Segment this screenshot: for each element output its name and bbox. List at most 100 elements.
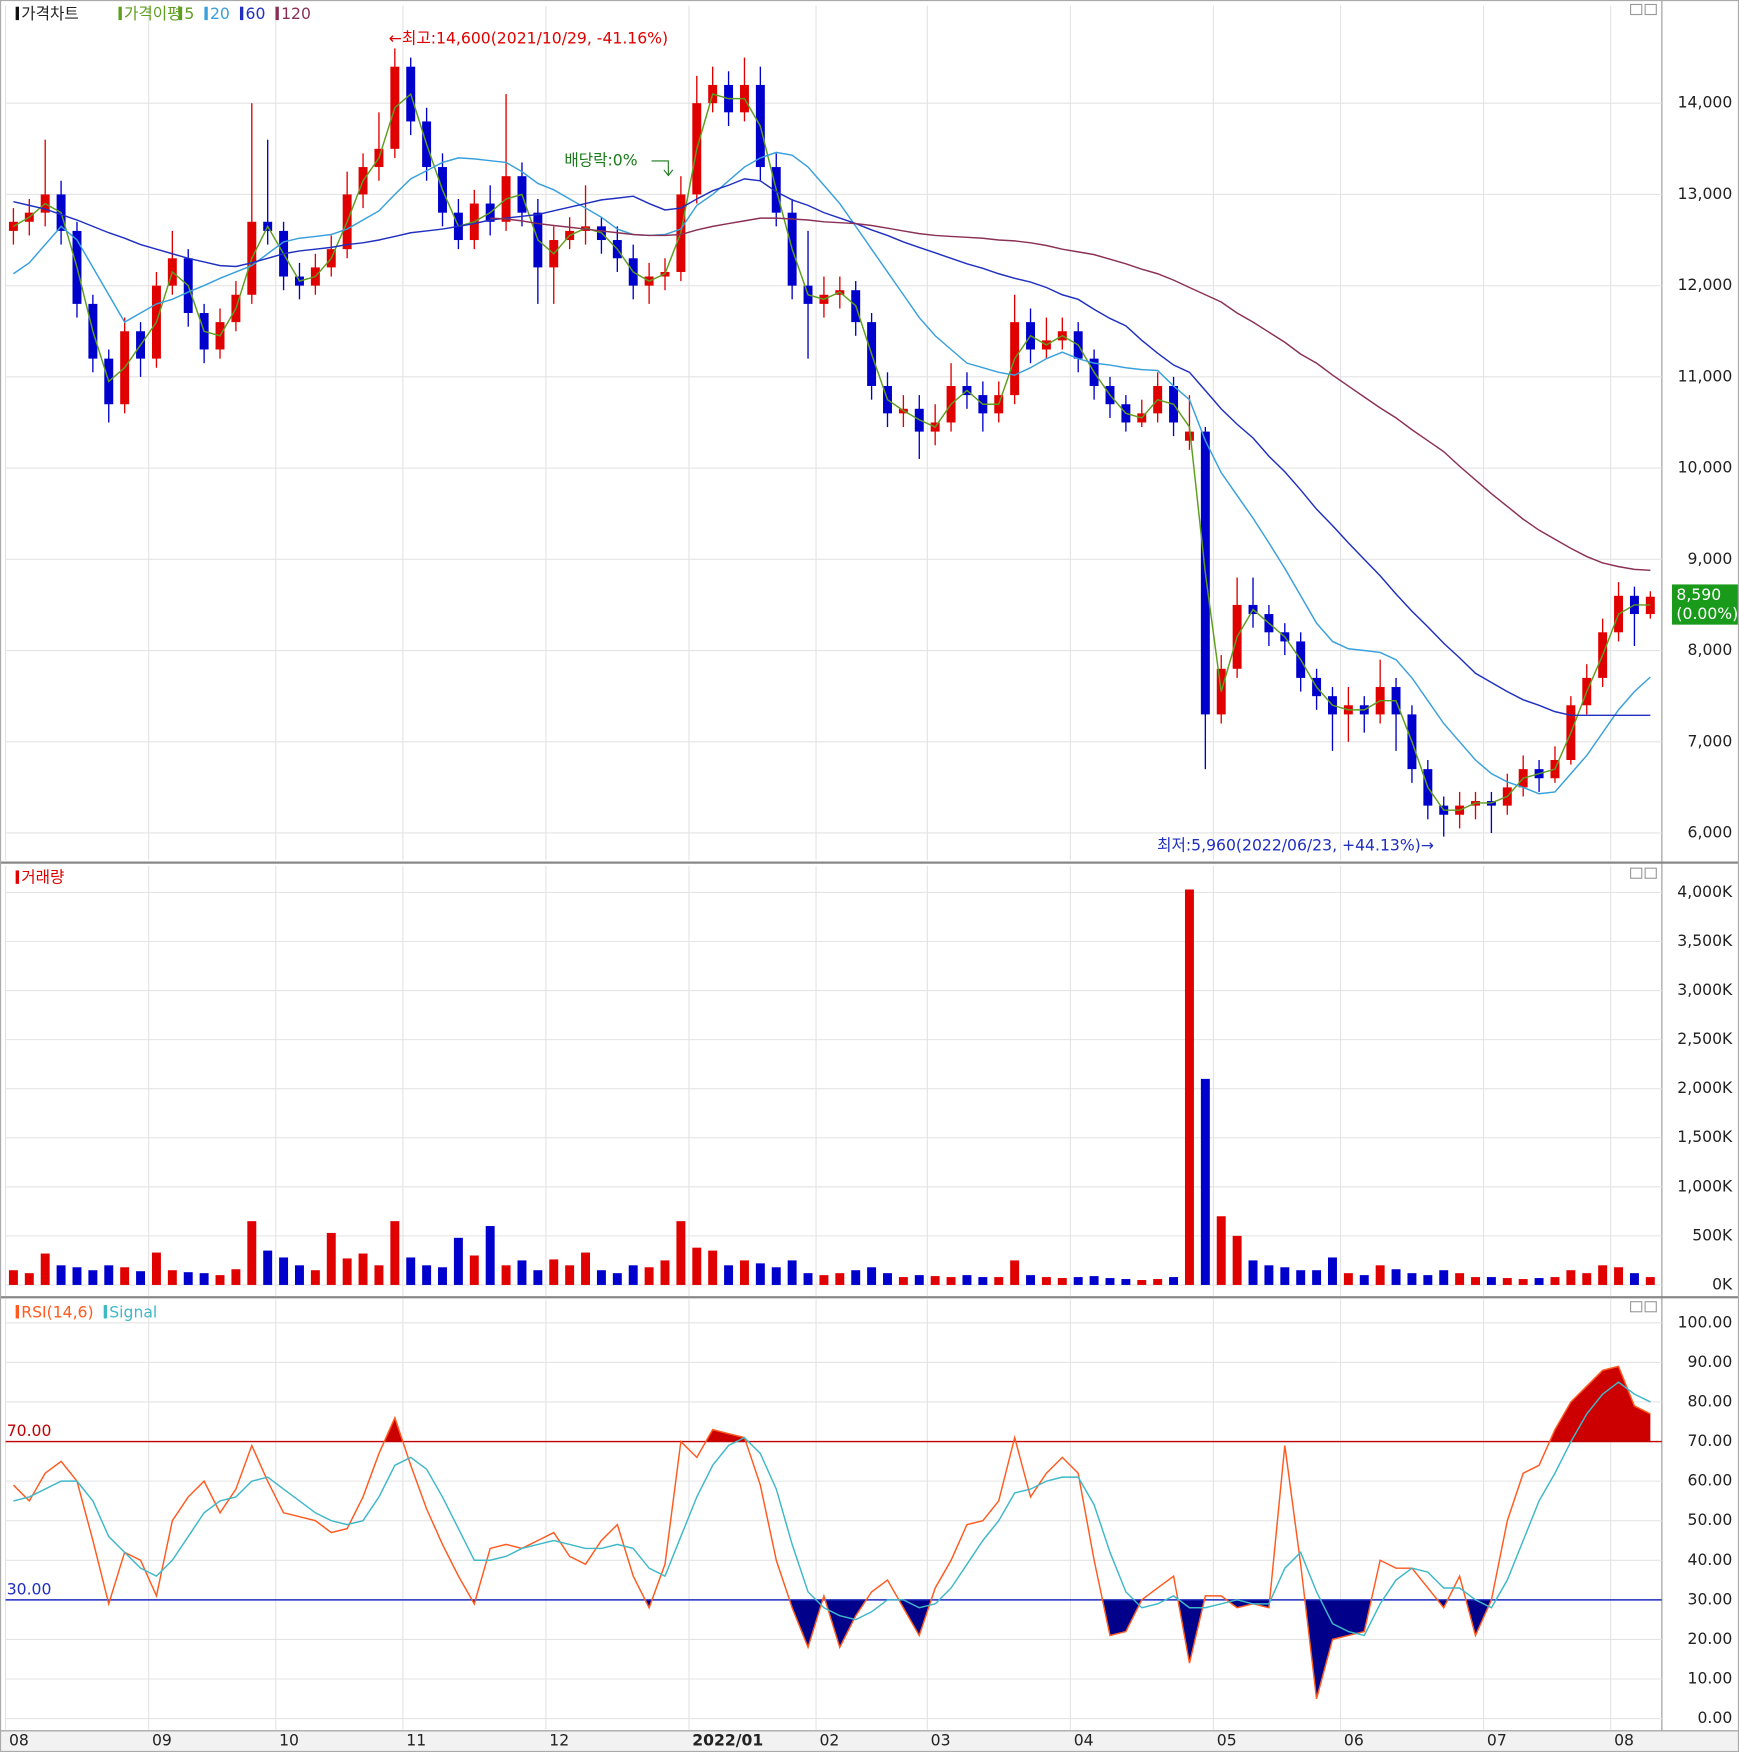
volume-bar [1518, 1279, 1528, 1285]
minimize-button[interactable] [1630, 867, 1643, 879]
volume-bar [72, 1267, 82, 1285]
close-button[interactable] [1644, 3, 1657, 16]
volume-bar [1471, 1277, 1480, 1285]
volume-bar [183, 1272, 193, 1285]
y-tick-label: 500K [1692, 1225, 1733, 1244]
volume-bar [533, 1270, 543, 1285]
volume-bar [40, 1253, 50, 1285]
minimize-button[interactable] [1630, 3, 1643, 16]
volume-bar [1105, 1278, 1115, 1285]
x-tick-label: 05 [1217, 1730, 1237, 1749]
volume-bar [1359, 1275, 1369, 1285]
volume-bar [644, 1267, 654, 1285]
y-tick-label: 90.00 [1688, 1352, 1733, 1371]
volume-bar [581, 1252, 591, 1285]
legend-marker [239, 6, 244, 21]
volume-bar [104, 1265, 114, 1285]
x-tick-label: 08 [9, 1730, 29, 1749]
y-tick-label: 40.00 [1688, 1550, 1733, 1569]
y-tick-label: 2,000K [1677, 1078, 1733, 1097]
panel-buttons [1630, 3, 1657, 1313]
volume-bar [120, 1267, 130, 1285]
volume-bar [485, 1226, 495, 1285]
volume-bar [787, 1260, 797, 1285]
annotation: 최저:5,960(2022/06/23, +44.13%)→ [1157, 835, 1434, 854]
x-tick-label: 2022/01 [692, 1730, 763, 1749]
close-button[interactable] [1644, 1301, 1657, 1313]
close-button[interactable] [1644, 867, 1657, 879]
volume-bar [978, 1277, 988, 1285]
volume-bar [310, 1270, 320, 1285]
panel-headers: 가격차트 가격이평 거래량 5 20 60 120 RSI(14,6) Signal [15, 4, 311, 1321]
legend-marker [275, 6, 279, 21]
volume-bar [883, 1273, 892, 1285]
volume-bar [1582, 1273, 1592, 1285]
y-tick-label: 13,000 [1678, 184, 1733, 203]
x-tick-label: 08 [1614, 1730, 1634, 1749]
volume-bar [1089, 1276, 1099, 1285]
moving-average-line [13, 92, 1651, 811]
y-tick-label: 3,500K [1677, 931, 1733, 950]
volume-bar [390, 1221, 400, 1285]
x-axis-band [0, 1730, 1739, 1752]
minimize-button[interactable] [1630, 1301, 1643, 1313]
annotation-arrow [651, 160, 674, 177]
volume-bar [851, 1270, 861, 1285]
legend-marker [15, 6, 19, 21]
volume-bar [930, 1276, 940, 1285]
volume-bar [438, 1267, 447, 1285]
volume-bar [1439, 1270, 1449, 1285]
volume-bar [422, 1265, 432, 1285]
annotation: 배당락:0% [564, 150, 637, 169]
y-tick-label: 11,000 [1678, 366, 1733, 385]
y-tick-label: 70.00 [1688, 1431, 1733, 1450]
volume-bar [1153, 1279, 1163, 1285]
y-tick-label: 1,500K [1677, 1127, 1733, 1146]
y-tick-label: 0.00 [1697, 1708, 1732, 1727]
volume-bar [1566, 1270, 1576, 1285]
volume-bar [501, 1265, 511, 1285]
y-tick-label: 60.00 [1688, 1471, 1733, 1490]
volume-bar [1010, 1260, 1020, 1285]
x-tick-label: 10 [279, 1730, 299, 1749]
volume-bar [1375, 1265, 1385, 1285]
volume-bar [628, 1265, 638, 1285]
volume-bar [724, 1265, 734, 1285]
volume-bar [596, 1270, 606, 1285]
panel-title: 거래량 [21, 868, 64, 887]
y-tick-label: 80.00 [1688, 1391, 1733, 1410]
volume-bar [136, 1271, 146, 1285]
last-price-label: 8,590 [1676, 585, 1721, 604]
volume-bar [88, 1270, 98, 1285]
volume-bar [1073, 1277, 1083, 1285]
x-tick-label: 06 [1344, 1730, 1364, 1749]
y-tick-label: 7,000 [1688, 731, 1733, 750]
volume-bar [660, 1260, 670, 1285]
y-tick-label: 0K [1712, 1274, 1733, 1293]
volume-bar [1423, 1275, 1433, 1285]
volume-bar [1391, 1269, 1401, 1285]
volume-bar [215, 1275, 225, 1285]
annotation: ←최고:14,600(2021/10/29, -41.16%) [389, 29, 668, 48]
volume-bar [612, 1273, 622, 1285]
volume-bar [1614, 1267, 1624, 1285]
volume-bar [914, 1275, 924, 1285]
volume-bar [151, 1252, 161, 1285]
legend-marker [15, 1305, 19, 1319]
volume-bar [962, 1275, 972, 1285]
y-tick-label: 14,000 [1678, 93, 1733, 112]
legend-label: Signal [109, 1302, 157, 1321]
volume-bar [199, 1273, 209, 1285]
volume-bar [1264, 1265, 1274, 1285]
volume-bar [1121, 1279, 1131, 1285]
volume-bar [549, 1259, 559, 1285]
y-tick-label: 10.00 [1688, 1668, 1733, 1687]
y-tick-label: 6,000 [1688, 822, 1733, 841]
volume-bar [453, 1237, 463, 1285]
volume-bar [867, 1267, 877, 1285]
volume-bar [1534, 1278, 1544, 1285]
volume-bar [517, 1260, 527, 1285]
candle-body [1184, 431, 1194, 441]
